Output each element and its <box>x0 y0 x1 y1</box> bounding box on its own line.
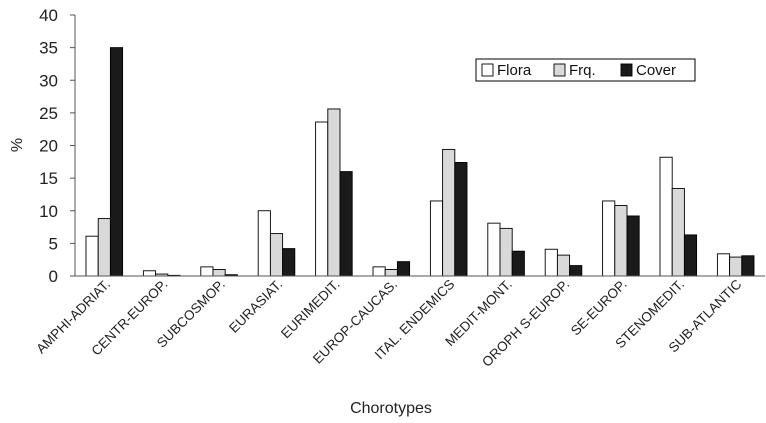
bar-flora-5 <box>315 121 329 277</box>
bar-flora-1 <box>85 235 99 277</box>
bar-flora-7 <box>429 200 444 277</box>
bar-cover-1 <box>109 47 124 277</box>
bar-frq-9 <box>556 254 571 277</box>
bars-group <box>85 47 755 277</box>
x-category-label: SE-EUROP. <box>568 277 630 339</box>
legend-swatch-cover <box>620 63 633 77</box>
bar-cover-12 <box>741 255 755 277</box>
bar-frq-10 <box>614 205 628 277</box>
y-tick-label: 15 <box>39 169 58 188</box>
bar-frq-7 <box>442 148 456 277</box>
bar-cover-5 <box>339 171 353 277</box>
y-tick-label: 5 <box>49 234 58 253</box>
bar-frq-11 <box>671 188 685 277</box>
bar-cover-4 <box>282 248 296 277</box>
bar-flora-8 <box>487 222 501 277</box>
bar-flora-2 <box>142 270 157 277</box>
bar-cover-10 <box>626 215 640 277</box>
bar-flora-9 <box>544 248 558 277</box>
bar-frq-8 <box>499 227 513 277</box>
x-category-labels: AMPHI-ADRIAT.CENTR-EUROP.SUBCOSMOP.EURAS… <box>33 276 744 369</box>
y-tick-label: 0 <box>49 267 58 286</box>
legend-swatch-frq <box>553 63 566 77</box>
legend-swatch-flora <box>481 63 494 77</box>
bar-flora-4 <box>257 210 271 277</box>
y-tick-label: 35 <box>39 39 58 58</box>
bar-cover-11 <box>683 234 698 277</box>
y-ticks: 0 5 10 15 20 25 30 35 40 <box>39 6 75 286</box>
x-axis-title: Chorotypes <box>350 400 432 417</box>
y-axis-title: % <box>9 138 26 152</box>
bar-cover-6 <box>396 261 411 277</box>
bar-cover-7 <box>454 162 468 277</box>
bar-frq-6 <box>384 269 398 277</box>
bar-frq-4 <box>269 233 284 277</box>
legend-label: Flora <box>497 62 532 79</box>
y-tick-label: 30 <box>39 71 58 90</box>
bar-cover-9 <box>569 265 583 277</box>
x-category-label: EURASIAT. <box>226 277 285 336</box>
bar-frq-3 <box>212 269 226 277</box>
bar-flora-3 <box>200 266 214 277</box>
bar-flora-11 <box>659 156 673 277</box>
legend: Flora Frq. Cover <box>475 58 696 82</box>
legend-box <box>475 58 696 82</box>
bar-frq-1 <box>97 218 111 277</box>
bar-frq-12 <box>729 256 743 277</box>
y-tick-label: 40 <box>39 6 58 25</box>
y-tick-label: 10 <box>39 202 58 221</box>
bar-flora-6 <box>372 266 386 277</box>
bar-cover-8 <box>511 250 525 277</box>
y-tick-label: 20 <box>39 137 58 156</box>
bar-flora-12 <box>716 253 731 277</box>
legend-label: Frq. <box>569 62 596 79</box>
bar-frq-5 <box>327 108 341 277</box>
legend-label: Cover <box>636 62 676 79</box>
y-tick-label: 25 <box>39 104 58 123</box>
bar-flora-10 <box>602 200 616 277</box>
x-category-label: EURIMEDIT. <box>278 277 343 342</box>
